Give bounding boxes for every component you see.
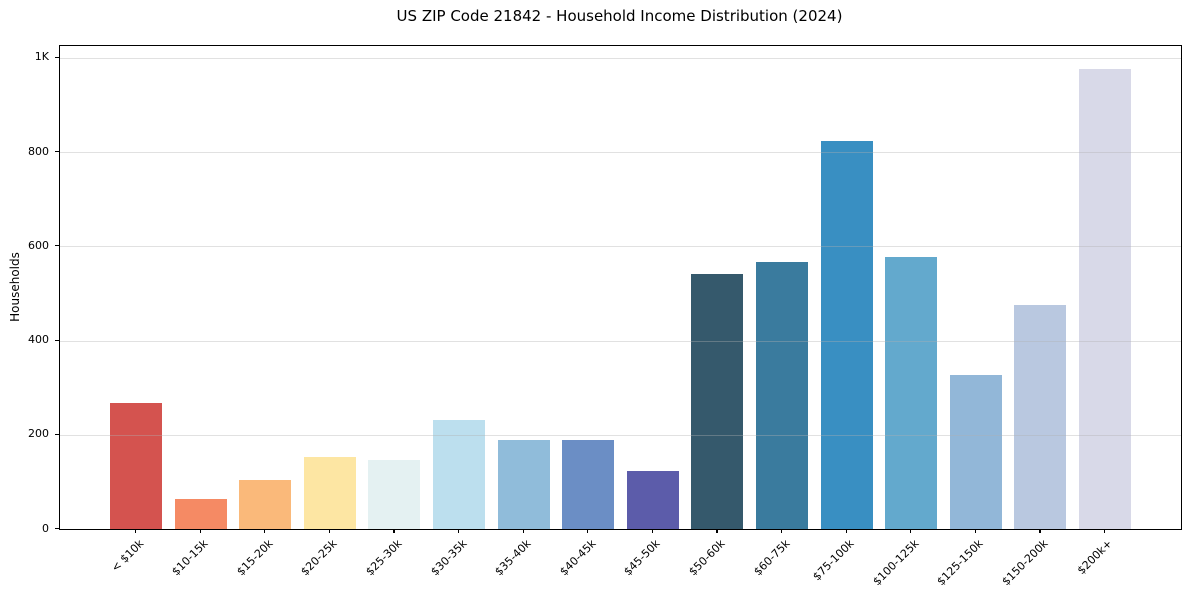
x-tick-label-$40-45k: $40-45k [557,537,599,579]
x-tick-mark [1104,529,1106,533]
bar-$20-25k [303,457,356,529]
y-tick-mark [55,528,59,530]
y-tick-mark [55,339,59,341]
x-tick-mark [716,529,718,533]
y-tick-mark [55,56,59,58]
y-tick-mark [55,433,59,435]
y-tick-label-200: 200 [28,427,49,441]
x-tick-mark [264,529,266,533]
x-tick-mark [974,529,976,533]
bar-$100-125k [885,256,938,529]
y-axis-title-text: Households [8,252,22,322]
x-tick-label-$125-150k: $125-150k [934,537,987,589]
plot-area [59,45,1182,530]
y-tick-mark [55,151,59,153]
bar-$150-200k [1014,305,1067,529]
x-tick-label-< $10k: < $10k [108,537,147,575]
x-tick-mark [199,529,201,533]
gridline-400 [60,340,1181,342]
x-tick-mark [135,529,137,533]
x-tick-label-$25-30k: $25-30k [363,537,405,579]
bar-$35-40k [497,440,550,529]
bar-$30-35k [433,419,485,529]
bar-$15-20k [239,480,292,529]
bar-$125-150k [949,374,1002,529]
bar-$25-30k [368,459,421,529]
bar-$10-15k [174,498,227,529]
x-tick-mark [522,529,524,533]
x-tick-label-$30-35k: $30-35k [427,537,470,579]
x-tick-label-$20-25k: $20-25k [298,537,341,579]
x-tick-label-$75-100k: $75-100k [810,537,857,584]
x-tick-mark [1039,529,1041,533]
x-tick-mark [328,529,330,533]
x-tick-label-$15-20k: $15-20k [234,537,276,579]
x-tick-mark [910,529,912,533]
y-tick-label-1K: 1K [34,50,49,64]
x-tick-label-$100-125k: $100-125k [870,537,922,589]
bar-$75-100k [820,141,873,529]
bar-$45-50k [626,470,679,529]
y-tick-mark [55,245,59,247]
x-tick-label-$60-75k: $60-75k [750,537,793,579]
y-tick-label-0: 0 [42,521,49,535]
x-tick-label-$10-15k: $10-15k [169,537,211,579]
x-tick-label-$45-50k: $45-50k [621,537,664,579]
bar-$50-60k [691,274,744,529]
bar-$40-45k [562,440,615,529]
bar-$200k+ [1079,69,1131,529]
y-tick-label-600: 600 [28,238,49,252]
gridline-600 [60,246,1181,248]
x-tick-label-$50-60k: $50-60k [686,537,728,579]
y-tick-label-400: 400 [28,333,49,346]
x-tick-mark [845,529,847,533]
x-tick-mark [393,529,395,533]
x-tick-label-$35-40k: $35-40k [492,537,534,579]
y-tick-label-800: 800 [28,144,49,158]
x-tick-mark [651,529,653,533]
gridline-1K [60,57,1181,59]
x-tick-mark [458,529,460,533]
x-tick-label-$150-200k: $150-200k [999,537,1051,589]
bar-< $10k [110,402,162,529]
x-tick-mark [587,529,589,533]
x-tick-label-$200k+: $200k+ [1075,537,1116,578]
gridline-200 [60,434,1181,436]
x-tick-mark [781,529,783,533]
bar-$60-75k [756,261,808,529]
chart-title: US ZIP Code 21842 - Household Income Dis… [396,7,843,25]
gridline-800 [60,152,1181,154]
